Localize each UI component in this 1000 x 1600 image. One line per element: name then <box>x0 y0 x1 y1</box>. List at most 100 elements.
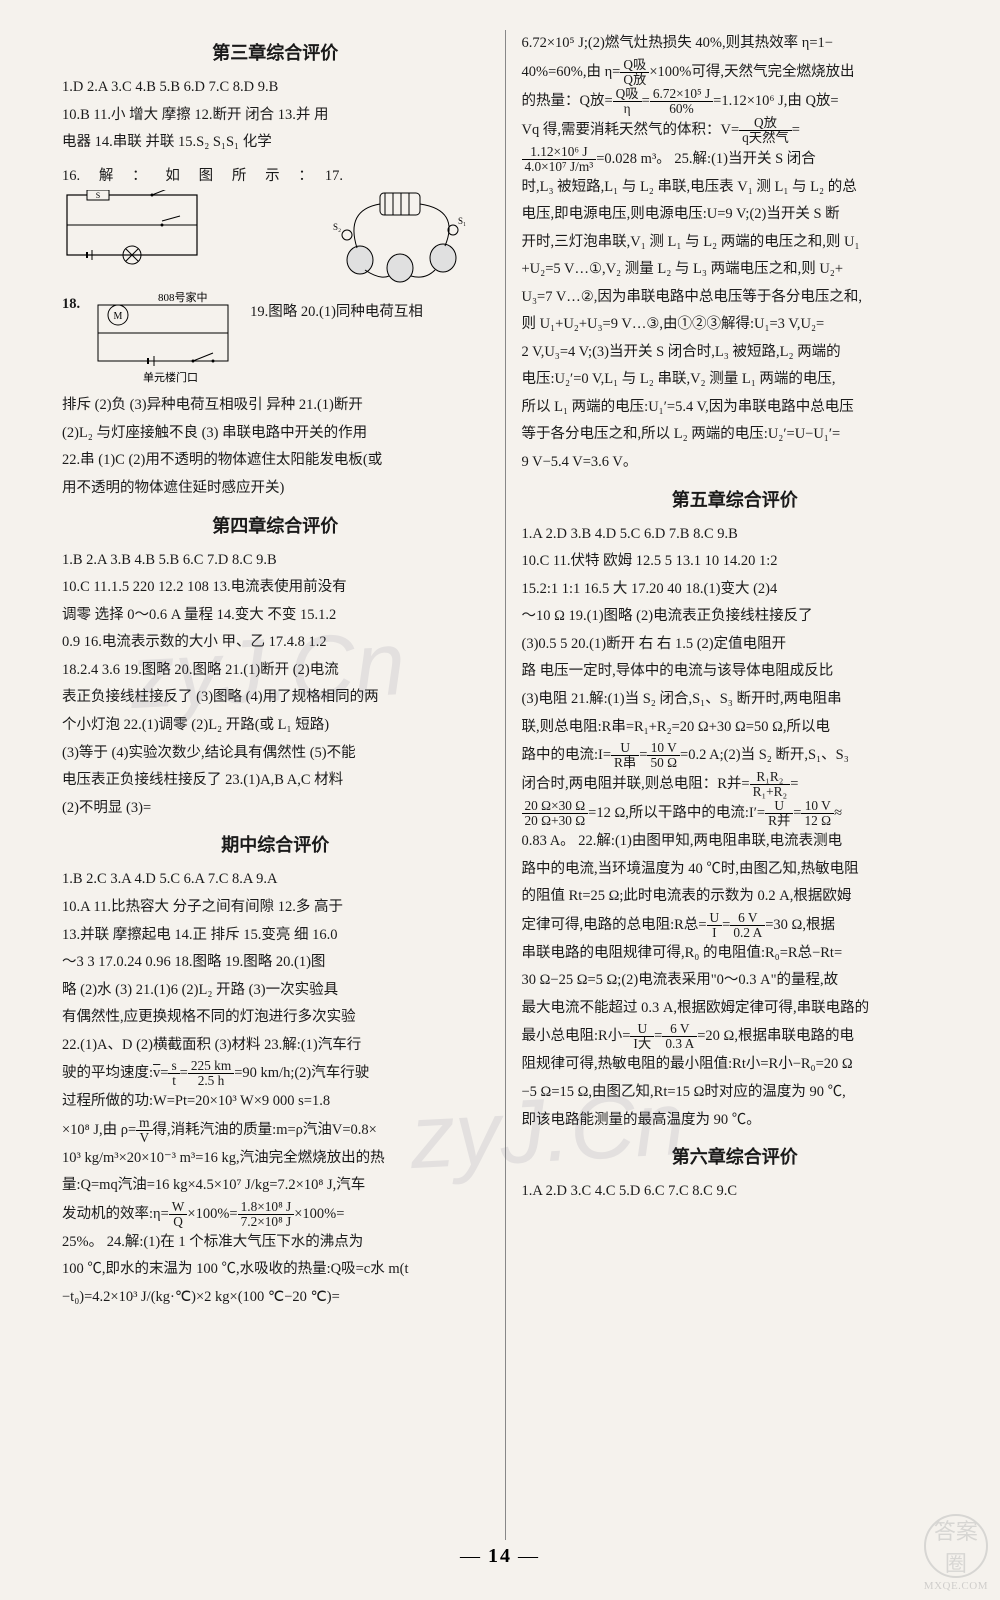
answer-text: ～10 Ω 19.(1)图略 (2)电流表正负接线柱接反了 <box>522 603 949 631</box>
answer-text: (2)不明显 (3)= <box>62 795 489 823</box>
answer-text: ～3 3 17.0.24 0.96 18.图略 19.图略 20.(1)图 <box>62 949 489 977</box>
answer-text: 驶的平均速度:v=st=225 km2.5 h=90 km/h;(2)汽车行驶 <box>62 1059 489 1088</box>
right-column: 6.72×10⁵ J;(2)燃气灶热损失 40%,则其热效率 η=1− 40%=… <box>506 30 961 1540</box>
answer-text: 联,则总电阻:R串=R₁+R₂=20 Ω+30 Ω=50 Ω,所以电 <box>522 714 949 742</box>
label-808: 808号家中 <box>158 291 208 304</box>
circuit-svg-icon: S <box>62 190 202 270</box>
q19-20-text: 19.图略 20.(1)同种电荷互相 <box>250 291 488 327</box>
section-3-title: 第三章综合评价 <box>62 36 489 70</box>
answer-text: 20 Ω×30 Ω20 Ω+30 Ω=12 Ω,所以干路中的电流:I′=UR并=… <box>522 799 949 828</box>
answer-text: 略 (2)水 (3) 21.(1)6 (2)L₂ 开路 (3)一次实验具 <box>62 977 489 1005</box>
answer-text: 1.A 2.D 3.B 4.D 5.C 6.D 7.B 8.C 9.B <box>522 521 949 549</box>
answer-text: 22.(1)A、D (2)横截面积 (3)材料 23.解:(1)汽车行 <box>62 1032 489 1060</box>
answer-text: 10.B 11.小 增大 摩擦 12.断开 闭合 13.并 用 <box>62 102 489 130</box>
answer-text: 过程所做的功:W=Pt=20×10³ W×9 000 s=1.8 <box>62 1088 489 1116</box>
q18-container: 18. 808号家中 M 单元楼门口 <box>62 291 238 386</box>
answer-text: 时,L₃ 被短路,L₁ 与 L₂ 串联,电压表 V₁ 测 L₁ 与 L₂ 的总 <box>522 174 949 202</box>
answer-text: 18.2.4 3.6 19.图略 20.图略 21.(1)断开 (2)电流 <box>62 657 489 685</box>
answer-text: −5 Ω=15 Ω,由图乙知,Rt=15 Ω时对应的温度为 90 ℃, <box>522 1079 949 1107</box>
answer-text: 的热量：Q放=Q吸η=6.72×10⁵ J60%=1.12×10⁶ J,由 Q放… <box>522 87 949 116</box>
answer-text: 电压,即电源电压,则电源电压:U=9 V;(2)当开关 S 断 <box>522 201 949 229</box>
svg-text:M: M <box>114 311 123 322</box>
answer-text: 100 ℃,即水的末温为 100 ℃,水吸收的热量:Q吸=c水 m(t <box>62 1256 489 1284</box>
answer-text: +U₂=5 V…①,V₂ 测量 L₂ 与 L₃ 两端电压之和,则 U₂+ <box>522 256 949 284</box>
answer-text: 开时,三灯泡串联,V₁ 测 L₁ 与 L₂ 两端的电压之和,则 U₁ <box>522 229 949 257</box>
answer-text: 40%=60%,由 η=Q吸Q放×100%可得,天然气完全燃烧放出 <box>522 58 949 87</box>
answer-text: 6.72×10⁵ J;(2)燃气灶热损失 40%,则其热效率 η=1− <box>522 30 949 58</box>
svg-text:S₂: S₂ <box>333 222 341 232</box>
diagram-row-18: 18. 808号家中 M 单元楼门口 <box>62 291 489 386</box>
answer-text: 闭合时,两电阻并联,则总电阻：R并=R₁R₂R₁+R₂= <box>522 770 949 799</box>
circuit-diagram-16: S <box>62 190 202 270</box>
answer-text: 1.B 2.C 3.A 4.D 5.C 6.A 7.C 8.A 9.A <box>62 866 489 894</box>
answer-text: ×10⁸ J,由 ρ=mV得,消耗汽油的质量:m=ρ汽油V=0.8× <box>62 1116 489 1145</box>
answer-text: 1.12×10⁶ J4.0×10⁷ J/m³=0.028 m³。 25.解:(1… <box>522 145 949 174</box>
circuit-diagram-18: 808号家中 M 单元楼门口 <box>88 291 238 386</box>
answer-text: Vq 得,需要消耗天然气的体积：V=Q放q天然气= <box>522 116 949 145</box>
answer-text: 路 电压一定时,导体中的电流与该导体电阻成反比 <box>522 658 949 686</box>
answer-text: 9 V−5.4 V=3.6 V。 <box>522 449 949 477</box>
answer-text: 最大电流不能超过 0.3 A,根据欧姆定律可得,串联电路的 <box>522 995 949 1023</box>
answer-text: 表正负接线柱接反了 (3)图略 (4)用了规格相同的两 <box>62 684 489 712</box>
diagram-row-16-17: 16.解：如图所示： S <box>62 163 489 286</box>
answer-text: 1.A 2.D 3.C 4.C 5.D 6.C 7.C 8.C 9.C <box>522 1178 949 1206</box>
q18-label: 18. <box>62 291 80 386</box>
svg-text:S₁: S₁ <box>458 216 466 226</box>
answer-text: 则 U₁+U₂+U₃=9 V…③,由①②③解得:U₁=3 V,U₂= <box>522 311 949 339</box>
answer-text: 调零 选择 0～0.6 A 量程 14.变大 不变 15.1.2 <box>62 602 489 630</box>
q17-container: 17. S₁ <box>325 163 489 286</box>
answer-text: −t₀)=4.2×10³ J/(kg·℃)×2 kg×(100 ℃−20 ℃)= <box>62 1284 489 1312</box>
answer-text: 10.C 11.伏特 欧姆 12.5 5 13.1 10 14.20 1:2 <box>522 548 949 576</box>
answer-text: 0.9 16.电流表示数的大小 甲、乙 17.4.8 1.2 <box>62 629 489 657</box>
answer-text: 1.D 2.A 3.C 4.B 5.B 6.D 7.C 8.D 9.B <box>62 74 489 102</box>
q16-label: 16.解：如图所示： S <box>62 163 313 271</box>
page-container: 第三章综合评价 1.D 2.A 3.C 4.B 5.B 6.D 7.C 8.D … <box>0 0 1000 1600</box>
answer-text: 10.A 11.比热容大 分子之间有间隙 12.多 高于 <box>62 894 489 922</box>
circuit-diagram-17: S₁ S₂ <box>325 190 475 285</box>
answer-text: 串联电路的电阻规律可得,R₀ 的电阻值:R₀=R总−Rt= <box>522 940 949 968</box>
answer-text: 等于各分电压之和,所以 L₂ 两端的电压:U₂′=U−U₁′= <box>522 421 949 449</box>
answer-text: 用不透明的物体遮住延时感应开关) <box>62 475 489 503</box>
answer-text: 个小灯泡 22.(1)调零 (2)L₂ 开路(或 L₁ 短路) <box>62 712 489 740</box>
answer-text: 量:Q=mq汽油=16 kg×4.5×10⁷ J/kg=7.2×10⁸ J,汽车 <box>62 1172 489 1200</box>
answer-text: 的阻值 Rt=25 Ω;此时电流表的示数为 0.2 A,根据欧姆 <box>522 883 949 911</box>
answer-text: (2)L₂ 与灯座接触不良 (3) 串联电路中开关的作用 <box>62 420 489 448</box>
section-5-title: 第五章综合评价 <box>522 483 949 517</box>
answer-text: 定律可得,电路的总电阻:R总=UI=6 V0.2 A=30 Ω,根据 <box>522 911 949 940</box>
answer-text: 2 V,U₃=4 V;(3)当开关 S 闭合时,L₃ 被短路,L₂ 两端的 <box>522 339 949 367</box>
answer-text: 电压:U₂′=0 V,L₁ 与 L₂ 串联,V₂ 测量 L₁ 两端的电压, <box>522 366 949 394</box>
answer-text: U₃=7 V…②,因为串联电路中总电压等于各分电压之和, <box>522 284 949 312</box>
answer-text: 发动机的效率:η=WQ×100%=1.8×10⁸ J7.2×10⁸ J×100%… <box>62 1200 489 1229</box>
answer-text: 10³ kg/m³×20×10⁻³ m³=16 kg,汽油完全燃烧放出的热 <box>62 1145 489 1173</box>
doorbell-circuit-svg-icon: 808号家中 M 单元楼门口 <box>88 291 238 386</box>
answer-text: (3)0.5 5 20.(1)断开 右 右 1.5 (2)定值电阻开 <box>522 631 949 659</box>
answer-text: (3)电阻 21.解:(1)当 S₂ 闭合,S₁、S₃ 断开时,两电阻串 <box>522 686 949 714</box>
answer-text: 25%。 24.解:(1)在 1 个标准大气压下水的沸点为 <box>62 1229 489 1257</box>
section-4-title: 第四章综合评价 <box>62 509 489 543</box>
answer-text: 电压表正负接线柱接反了 23.(1)A,B A,C 材料 <box>62 767 489 795</box>
left-column: 第三章综合评价 1.D 2.A 3.C 4.B 5.B 6.D 7.C 8.D … <box>50 30 505 1540</box>
answer-text: 路中的电流:I=UR串=10 V50 Ω=0.2 A;(2)当 S₂ 断开,S₁… <box>522 741 949 770</box>
section-6-title: 第六章综合评价 <box>522 1140 949 1174</box>
answer-text: 即该电路能测量的最高温度为 90 ℃。 <box>522 1107 949 1135</box>
midterm-title: 期中综合评价 <box>62 828 489 862</box>
source-logo: 答案圈 MXQE.COM <box>924 1514 988 1592</box>
answer-text: 0.83 A。 22.解:(1)由图甲知,两电阻串联,电流表测电 <box>522 828 949 856</box>
q17-label: 17. <box>325 168 343 184</box>
answer-text: (3)等于 (4)实验次数少,结论具有偶然性 (5)不能 <box>62 740 489 768</box>
answer-text: 电器 14.串联 并联 15.S₂ S₁S₁ 化学 <box>62 129 489 157</box>
svg-text:S: S <box>96 191 100 200</box>
battery-bulbs-svg-icon: S₁ S₂ <box>325 190 475 285</box>
answer-text: 最小总电阻:R小=UI大=6 V0.3 A=20 Ω,根据串联电路的电 <box>522 1022 949 1051</box>
answer-text: 有偶然性,应更换规格不同的灯泡进行多次实验 <box>62 1004 489 1032</box>
answer-text: 13.并联 摩擦起电 14.正 排斥 15.变亮 细 16.0 <box>62 922 489 950</box>
answer-text: 所以 L₁ 两端的电压:U₁′=5.4 V,因为串联电路中总电压 <box>522 394 949 422</box>
logo-domain: MXQE.COM <box>924 1580 988 1592</box>
answer-text: 排斥 (2)负 (3)异种电荷互相吸引 异种 21.(1)断开 <box>62 392 489 420</box>
label-unit-door: 单元楼门口 <box>143 370 198 384</box>
answer-text: 22.串 (1)C (2)用不透明的物体遮住太阳能发电板(或 <box>62 447 489 475</box>
answer-text: 1.B 2.A 3.B 4.B 5.B 6.C 7.D 8.C 9.B <box>62 547 489 575</box>
answer-text: 15.2:1 1:1 16.5 大 17.20 40 18.(1)变大 (2)4 <box>522 576 949 604</box>
answer-text: 10.C 11.1.5 220 12.2 108 13.电流表使用前没有 <box>62 574 489 602</box>
answer-text: 30 Ω−25 Ω=5 Ω;(2)电流表采用"0～0.3 A"的量程,故 <box>522 967 949 995</box>
